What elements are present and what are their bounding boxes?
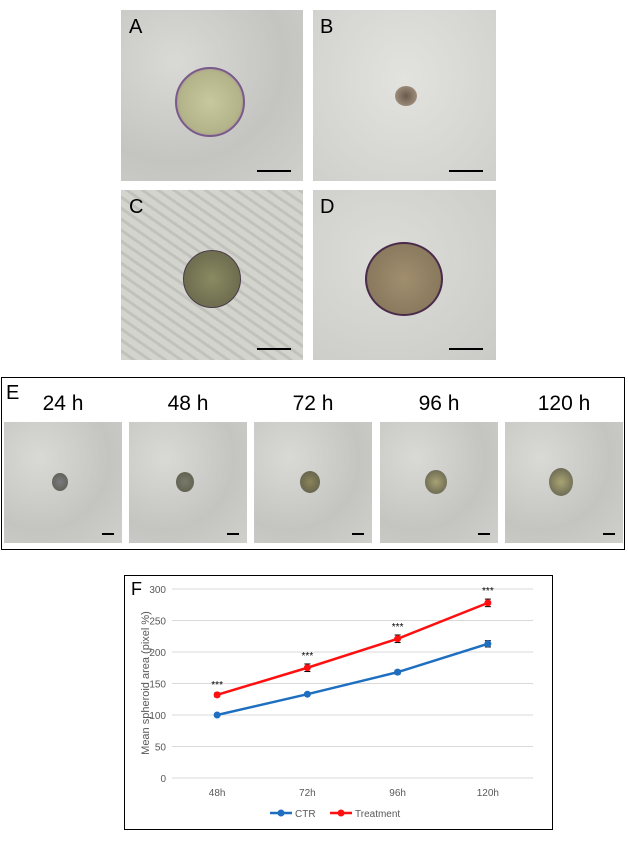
significance-marker: *** <box>482 586 494 597</box>
spheroid <box>52 473 68 491</box>
y-tick-label: 100 <box>149 711 166 722</box>
micrograph-d <box>313 190 496 360</box>
scale-bar <box>102 533 114 535</box>
micrograph-c <box>121 190 303 360</box>
y-tick-label: 300 <box>149 585 166 596</box>
data-point <box>484 599 492 607</box>
scale-bar <box>449 348 483 350</box>
panel-label-c: C <box>129 196 144 218</box>
data-point <box>484 640 492 648</box>
data-point <box>394 635 402 643</box>
data-point <box>213 711 221 719</box>
scale-bar <box>478 533 490 535</box>
spheroid <box>183 250 241 308</box>
spheroid-fragment <box>395 86 417 106</box>
panel-label-f: F <box>131 579 142 599</box>
series-line-treatment <box>216 601 489 697</box>
spheroid <box>175 67 245 137</box>
timepoint-label: 96 h <box>418 392 460 415</box>
scale-bar <box>257 348 291 350</box>
timepoint-label: 48 h <box>167 392 209 415</box>
y-tick-label: 150 <box>149 680 166 691</box>
micrograph-a <box>121 10 303 181</box>
timepoint-label: 120 h <box>537 392 591 415</box>
timecourse-panel <box>1 377 625 550</box>
timepoint-label: 24 h <box>42 392 84 415</box>
data-point <box>303 664 311 672</box>
spheroid <box>425 470 447 494</box>
data-point <box>213 691 221 699</box>
legend-label: CTR <box>295 809 316 820</box>
chart-panel <box>124 575 553 830</box>
timepoint-micrograph <box>254 422 372 543</box>
data-point <box>394 668 402 676</box>
timepoint-micrograph <box>4 422 122 543</box>
spheroid <box>549 468 573 496</box>
y-tick-label: 250 <box>149 617 166 628</box>
scale-bar <box>352 533 364 535</box>
panel-label-d: D <box>320 196 335 218</box>
significance-marker: *** <box>392 622 404 633</box>
x-tick-label: 48h <box>209 788 226 799</box>
legend-swatch-marker <box>337 809 345 817</box>
scale-bar <box>257 170 291 172</box>
scale-bar <box>603 533 615 535</box>
y-tick-label: 0 <box>160 774 166 785</box>
panel-label-e: E <box>6 382 20 404</box>
x-tick-label: 72h <box>299 788 316 799</box>
micrograph-b <box>313 10 496 181</box>
y-tick-label: 50 <box>155 743 167 754</box>
panel-label-a: A <box>129 16 143 38</box>
panel-label-b: B <box>320 16 334 38</box>
timepoint-label: 72 h <box>292 392 334 415</box>
legend-label: Treatment <box>355 809 400 820</box>
x-tick-label: 96h <box>389 788 406 799</box>
x-tick-label: 120h <box>477 788 499 799</box>
spheroid <box>300 471 320 493</box>
significance-marker: *** <box>211 680 223 691</box>
timepoint-micrograph <box>505 422 623 543</box>
series-line-ctr <box>216 642 489 717</box>
spheroid <box>176 472 194 492</box>
legend-swatch-marker <box>277 809 285 817</box>
timepoint-micrograph <box>380 422 498 543</box>
spheroid <box>365 242 443 316</box>
scale-bar <box>227 533 239 535</box>
y-tick-label: 200 <box>149 648 166 659</box>
scale-bar <box>449 170 483 172</box>
y-axis-label: Mean spheroid area (pixel %) <box>140 611 152 755</box>
data-point <box>303 690 311 698</box>
significance-marker: *** <box>302 651 314 662</box>
timepoint-micrograph <box>129 422 247 543</box>
